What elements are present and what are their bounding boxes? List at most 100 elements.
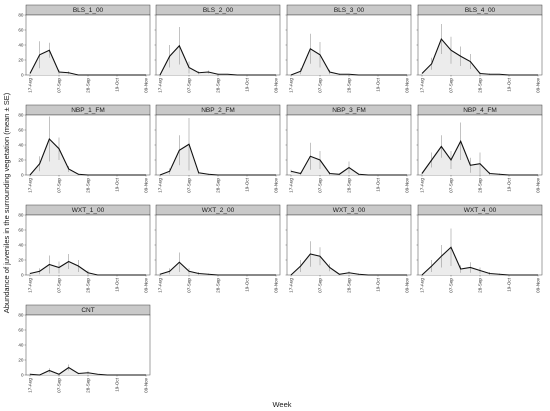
x-axis-title: Week [272,400,291,409]
x-tick-label: 07-Sep [449,278,454,293]
x-tick-label: 28-Sep [216,278,221,293]
x-tick-label: 28-Sep [478,178,483,193]
x-tick-label: 17-Aug [289,278,294,293]
facet-title: NBP_3_FM [332,107,366,114]
x-tick-label: 09-Nov [144,377,149,393]
x-tick-label: 17-Aug [28,378,33,393]
facet-panel: BLS_3_00 17-Aug 07-Sep 28-Sep 19-Oct 09-Nov [285,4,412,93]
x-tick-label: 07-Sep [449,78,454,93]
facet-panel: BLS_2_00 17-Aug 07-Sep 28-Sep 19-Oct 09-Nov [154,4,281,93]
y-tick-label: 80 [18,213,24,218]
series-line [290,253,407,276]
facet-panel: WXT_2_00 17-Aug 07-Sep 28-Sep 19-Oct 09-Nov [154,204,281,293]
x-tick-label: 28-Sep [86,378,91,393]
facet-panel: BLS_1_00 0 20 40 60 80 17-Aug 07-Sep 28-Sep 19-Oc… [18,4,151,93]
y-tick-label: 80 [18,113,24,118]
x-tick-label: 28-Sep [86,278,91,293]
x-tick-label: 07-Sep [449,178,454,193]
x-tick-label: 17-Aug [289,178,294,193]
x-tick-label: 19-Oct [507,277,512,292]
x-tick-label: 17-Aug [28,178,33,193]
x-tick-label: 19-Oct [376,277,381,292]
x-tick-label: 19-Oct [245,277,250,292]
panel-border [25,214,151,276]
x-tick-label: 28-Sep [86,178,91,193]
y-tick-label: 60 [18,328,24,333]
x-tick-label: 17-Aug [158,178,163,193]
x-tick-label: 09-Nov [405,77,410,93]
x-tick-label: 19-Oct [115,77,120,92]
x-tick-label: 09-Nov [144,277,149,293]
facet-title: BLS_3_00 [334,7,365,14]
x-tick-label: 07-Sep [57,178,62,193]
facet-panel: WXT_1_00 0 20 40 60 80 17-Aug 07-Sep 28-Sep 19-Oc… [18,204,151,293]
x-tick-label: 09-Nov [536,277,541,293]
facet-panel: BLS_4_00 17-Aug 07-Sep 28-Sep 19-Oct 09-Nov [416,4,543,93]
series-area [422,39,538,75]
x-tick-label: 07-Sep [187,78,192,93]
x-tick-label: 17-Aug [420,78,425,93]
facet-panel: NBP_2_FM 17-Aug 07-Sep 28-Sep 19-Oct 09-Nov [154,104,281,193]
x-tick-label: 09-Nov [274,277,279,293]
facet-title: WXT_4_00 [464,207,497,214]
y-tick-label: 20 [18,158,24,163]
facet-title: CNT [81,307,94,314]
x-tick-label: 17-Aug [420,278,425,293]
x-tick-label: 19-Oct [245,177,250,192]
x-tick-label: 09-Nov [274,77,279,93]
x-tick-label: 17-Aug [420,178,425,193]
y-axis-title: Abundance of juveniles in the surroundin… [2,92,11,313]
x-tick-label: 28-Sep [86,78,91,93]
x-tick-label: 28-Sep [347,178,352,193]
x-tick-label: 19-Oct [115,377,120,392]
x-tick-label: 17-Aug [289,78,294,93]
x-tick-label: 19-Oct [507,77,512,92]
facet-title: NBP_2_FM [201,107,235,114]
y-tick-label: 80 [18,13,24,18]
series-line [29,366,146,376]
x-tick-label: 19-Oct [115,277,120,292]
x-tick-label: 07-Sep [318,78,323,93]
series-area [30,139,146,175]
x-tick-label: 07-Sep [187,178,192,193]
x-tick-label: 07-Sep [318,178,323,193]
x-tick-label: 07-Sep [187,278,192,293]
facet-panel: WXT_3_00 17-Aug 07-Sep 28-Sep 19-Oct 09-Nov [285,204,412,293]
facet-title: BLS_2_00 [203,7,234,14]
y-tick-label: 40 [18,243,24,248]
y-tick-label: 0 [21,373,24,378]
series-line [290,155,407,176]
x-tick-label: 28-Sep [478,278,483,293]
y-tick-label: 0 [21,73,24,78]
x-tick-label: 07-Sep [57,278,62,293]
y-tick-label: 0 [21,273,24,278]
x-tick-label: 28-Sep [347,78,352,93]
facet-title: NBP_4_FM [463,107,497,114]
facet-title: BLS_1_00 [73,7,104,14]
y-tick-label: 20 [18,258,24,263]
facet-panel: NBP_1_FM 0 20 40 60 80 17-Aug 07-Sep 28-Sep 19-Oc… [18,104,151,193]
series-line [29,260,146,276]
y-tick-label: 60 [18,128,24,133]
series-area [30,50,146,75]
series-line [421,139,538,176]
y-tick-label: 20 [18,358,24,363]
y-tick-label: 40 [18,343,24,348]
x-tick-label: 07-Sep [57,78,62,93]
series-line [159,44,276,76]
y-tick-label: 20 [18,58,24,63]
series-line [421,246,538,276]
x-tick-label: 09-Nov [536,177,541,193]
x-tick-label: 09-Nov [405,277,410,293]
x-tick-label: 19-Oct [376,77,381,92]
facet-panel: WXT_4_00 17-Aug 07-Sep 28-Sep 19-Oct 09-Nov [416,204,543,293]
x-tick-label: 28-Sep [478,78,483,93]
x-tick-label: 17-Aug [158,278,163,293]
facet-panel: CNT 0 20 40 60 80 17-Aug 07-Sep 28-Sep 19-Oct 09-N… [18,304,151,393]
x-tick-label: 09-Nov [144,77,149,93]
x-tick-label: 09-Nov [144,177,149,193]
x-tick-label: 09-Nov [274,177,279,193]
series-line [290,47,407,76]
facet-panel: NBP_3_FM 17-Aug 07-Sep 28-Sep 19-Oct 09-Nov [285,104,412,193]
